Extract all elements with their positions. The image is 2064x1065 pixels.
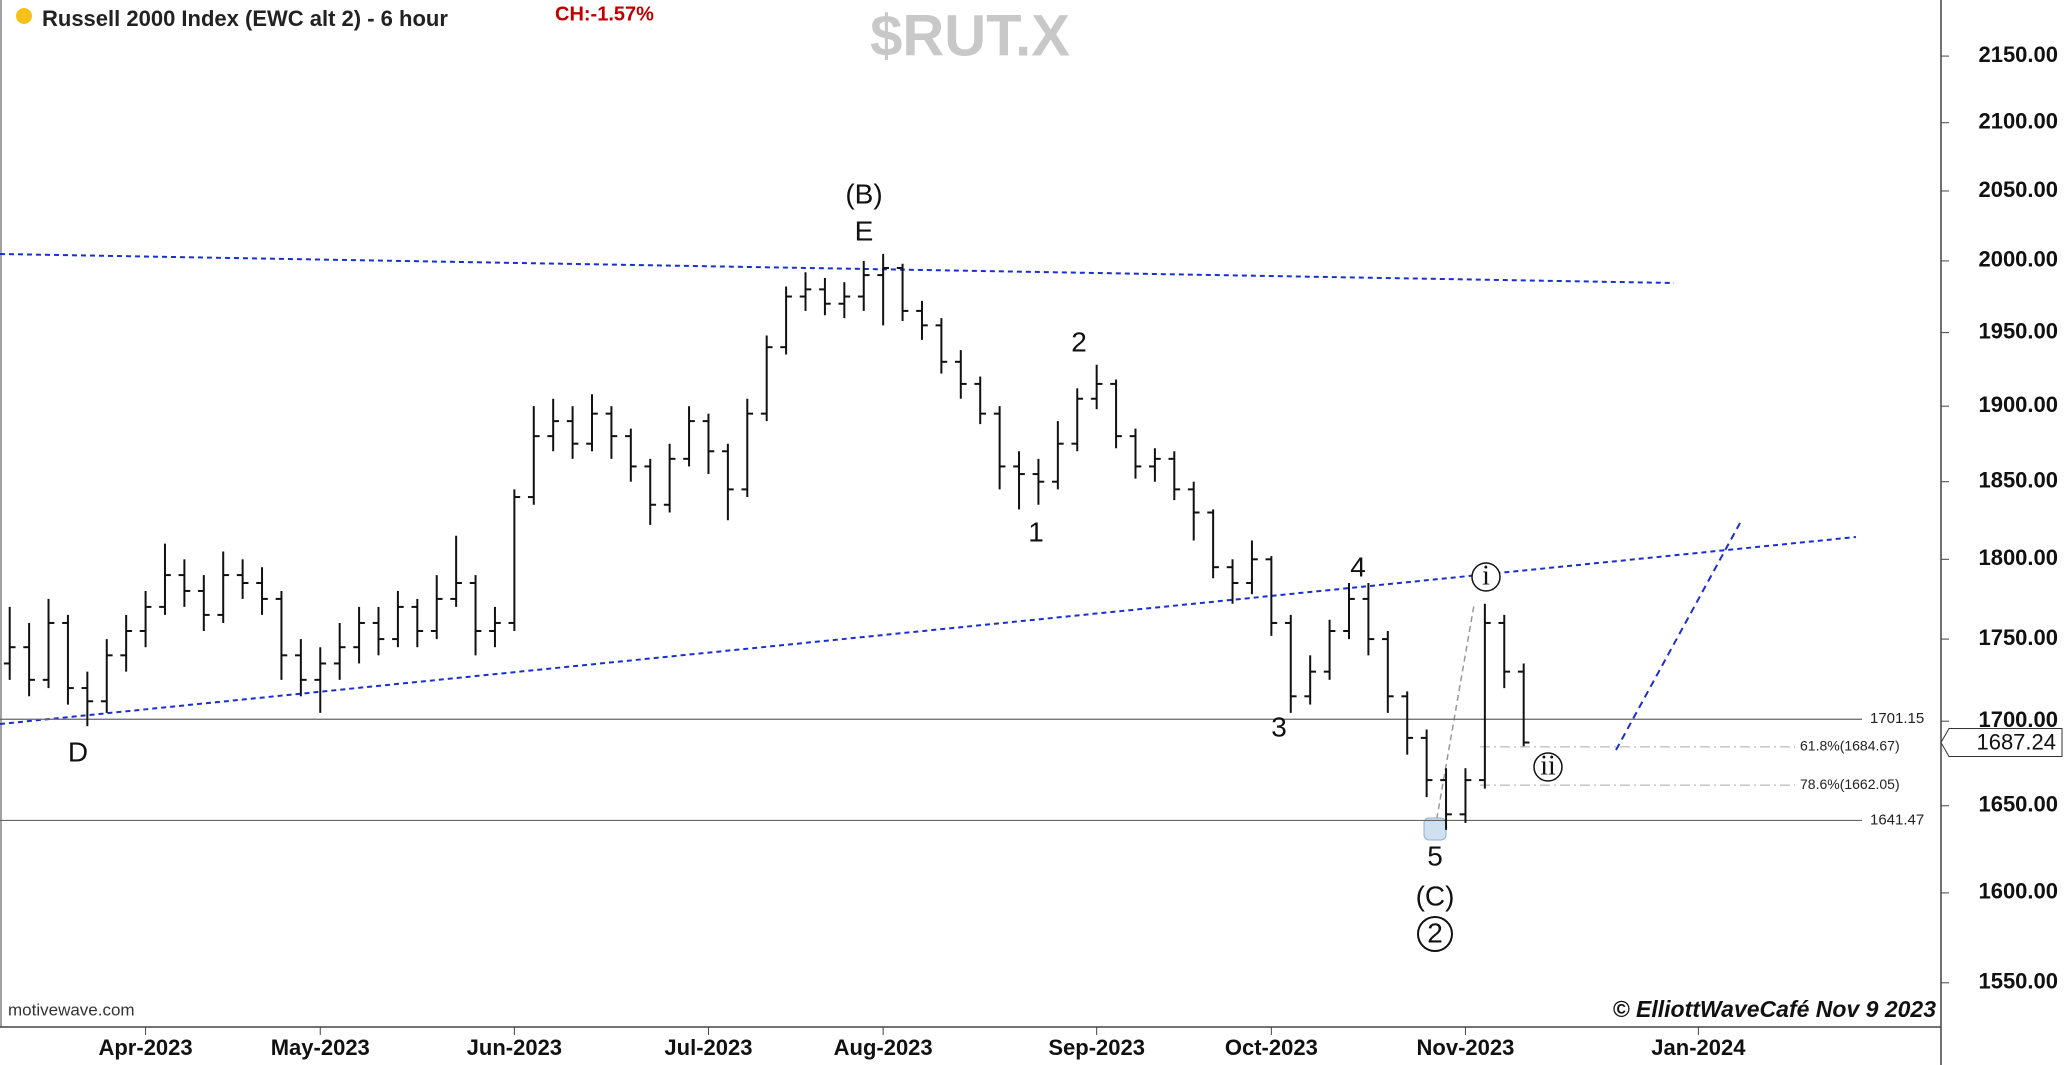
last-price-box	[1940, 728, 2063, 758]
x-tick-label: Sep-2023	[1048, 1035, 1145, 1060]
y-tick-label: 1650.00	[1978, 792, 2058, 817]
source: motivewave.com	[8, 1000, 135, 1019]
y-tick-label: 1850.00	[1978, 468, 2058, 493]
wave-label: ii	[1540, 750, 1556, 781]
trendline	[1434, 604, 1475, 830]
wave-label: 2	[1071, 326, 1087, 357]
y-tick-label: 1700.00	[1978, 707, 2058, 732]
copyright: © ElliottWaveCafé Nov 9 2023	[1613, 996, 1937, 1022]
y-tick-label: 2050.00	[1978, 177, 2058, 202]
y-tick-label: 1600.00	[1978, 879, 2058, 904]
trendline	[0, 253, 1675, 284]
wave-label: 1	[1028, 516, 1044, 547]
x-tick-label: Jan-2024	[1651, 1035, 1746, 1060]
y-tick-label: 1950.00	[1978, 318, 2058, 343]
level-label: 1701.15	[1870, 710, 1924, 727]
x-tick-label: Aug-2023	[834, 1035, 933, 1060]
y-tick-label: 2000.00	[1978, 247, 2058, 272]
fib-label: 78.6%(1662.05)	[1800, 776, 1900, 792]
wave-circle	[1417, 916, 1453, 952]
x-tick-label: May-2023	[271, 1035, 370, 1060]
x-tick-label: Apr-2023	[98, 1035, 192, 1060]
wave-label: 2	[1427, 917, 1443, 948]
x-tick-label: Oct-2023	[1225, 1035, 1318, 1060]
x-tick-label: Jun-2023	[467, 1035, 562, 1060]
trendline	[0, 536, 1857, 725]
wave-label: (C)	[1416, 880, 1455, 911]
wave-label: (B)	[845, 178, 882, 209]
wave-label: 4	[1350, 551, 1366, 582]
y-tick-label: 2150.00	[1978, 42, 2058, 67]
change: CH:-1.57%	[555, 3, 654, 25]
wave-label: 3	[1271, 711, 1287, 742]
fib-label: 61.8%(1684.67)	[1800, 738, 1900, 754]
wave-circle	[1471, 562, 1501, 592]
y-tick-label: 1750.00	[1978, 625, 2058, 650]
y-tick-label: 2100.00	[1978, 109, 2058, 134]
wave-label: i	[1482, 560, 1490, 591]
x-tick-label: Nov-2023	[1417, 1035, 1515, 1060]
y-tick-label: 1800.00	[1978, 545, 2058, 570]
level-label: 1641.47	[1870, 811, 1924, 828]
y-tick-label: 1900.00	[1978, 392, 2058, 417]
y-tick-label: 1550.00	[1978, 969, 2058, 994]
wave-label: 5	[1427, 840, 1443, 871]
chart-title: Russell 2000 Index (EWC alt 2) - 6 hour	[42, 6, 448, 31]
wave-label: E	[855, 215, 874, 246]
status-dot	[16, 8, 32, 24]
wave-circle	[1533, 752, 1563, 782]
last-price-label: 1687.24	[1976, 729, 2056, 754]
symbol-watermark: $RUT.X	[870, 3, 1070, 68]
wave-label: D	[68, 736, 88, 767]
low-highlight	[1423, 817, 1447, 841]
x-tick-label: Jul-2023	[664, 1035, 752, 1060]
